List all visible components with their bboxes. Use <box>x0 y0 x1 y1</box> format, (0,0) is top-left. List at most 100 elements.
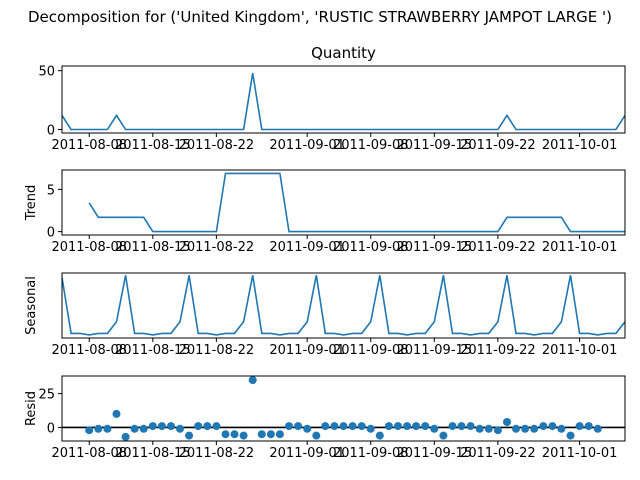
x-tick-label: 2011-08-22 <box>179 138 255 153</box>
x-tick-label: 2011-09-15 <box>397 240 473 255</box>
resid-point <box>466 422 475 431</box>
resid-point <box>239 431 248 440</box>
x-tick-label: 2011-09-01 <box>269 240 345 255</box>
x-tick-label: 2011-10-01 <box>542 446 618 461</box>
resid-point <box>439 431 448 440</box>
y-tick-label: 0 <box>47 421 55 436</box>
resid-point <box>203 422 212 431</box>
x-tick-label: 2011-09-01 <box>269 446 345 461</box>
resid-point <box>503 418 511 426</box>
series-line <box>88 172 625 233</box>
x-tick-label: 2011-09-08 <box>333 138 409 153</box>
resid-point <box>584 422 593 431</box>
x-tick-label: 2011-08-22 <box>179 446 255 461</box>
resid-point <box>348 422 357 431</box>
series-line <box>62 275 625 336</box>
y-tick-label: 0 <box>47 123 55 138</box>
x-tick-label: 2011-09-22 <box>460 138 536 153</box>
x-tick-label: 2011-10-01 <box>542 138 618 153</box>
resid-point <box>430 424 439 433</box>
resid-point <box>194 422 203 431</box>
x-tick-label: 2011-08-15 <box>115 240 191 255</box>
resid-point <box>212 422 221 431</box>
resid-point <box>185 431 194 440</box>
resid-point <box>421 422 430 431</box>
x-tick-label: 2011-10-01 <box>542 240 618 255</box>
resid-point <box>148 422 157 431</box>
resid-point <box>575 422 584 431</box>
resid-point <box>303 424 312 433</box>
resid-point <box>176 424 184 433</box>
x-tick-label: 2011-08-22 <box>179 240 255 255</box>
axes-frame <box>61 272 626 339</box>
x-tick-label: 2011-09-08 <box>333 446 409 461</box>
resid-point <box>493 426 502 435</box>
resid-point <box>157 422 166 431</box>
resid-point <box>375 431 384 440</box>
resid-point <box>339 422 348 431</box>
resid-point <box>557 424 566 433</box>
x-tick-label: 2011-08-08 <box>51 446 127 461</box>
resid-point <box>167 422 175 431</box>
x-tick-label: 2011-09-01 <box>269 343 345 358</box>
y-axis-label: Trend <box>24 185 39 222</box>
axes-frame <box>61 169 626 236</box>
x-tick-label: 2011-09-08 <box>333 240 409 255</box>
resid-point <box>275 430 284 439</box>
resid-point <box>448 422 457 431</box>
y-tick-label: 0 <box>47 226 55 241</box>
resid-point <box>85 426 94 435</box>
x-tick-label: 2011-08-08 <box>51 138 127 153</box>
y-axis-label: Seasonal <box>24 276 39 335</box>
resid-point <box>257 430 266 439</box>
resid-point <box>221 430 230 439</box>
resid-point <box>121 432 130 441</box>
resid-point <box>593 424 602 433</box>
series-line <box>62 72 625 131</box>
resid-point <box>285 422 293 431</box>
y-tick-label: 5 <box>47 183 55 198</box>
data-layer <box>62 72 625 131</box>
resid-point <box>412 422 421 431</box>
resid-point <box>103 424 112 433</box>
figure-title: Decomposition for ('United Kingdom', 'RU… <box>28 8 612 26</box>
x-tick-label: 2011-09-22 <box>460 240 536 255</box>
resid-point <box>294 422 303 431</box>
resid-point <box>357 422 366 431</box>
x-tick-label: 2011-08-15 <box>115 343 191 358</box>
resid-point <box>475 424 484 433</box>
x-tick-label: 2011-08-15 <box>115 446 191 461</box>
panel-title: Quantity <box>311 44 376 62</box>
data-layer <box>85 376 602 441</box>
x-tick-label: 2011-09-22 <box>460 446 536 461</box>
x-tick-label: 2011-09-15 <box>397 138 473 153</box>
axes-frame <box>61 65 626 134</box>
resid-point <box>384 422 393 431</box>
axes-frame <box>61 375 626 442</box>
resid-point <box>394 422 402 431</box>
x-tick-label: 2011-09-15 <box>397 343 473 358</box>
data-layer <box>62 275 625 336</box>
resid-point <box>548 422 557 431</box>
resid-point <box>403 422 412 431</box>
resid-point <box>484 424 493 433</box>
data-layer <box>88 172 625 233</box>
resid-point <box>266 430 275 439</box>
resid-point <box>248 376 257 385</box>
resid-point <box>566 431 575 440</box>
x-tick-label: 2011-10-01 <box>542 343 618 358</box>
resid-point <box>112 409 121 418</box>
resid-point <box>366 424 375 433</box>
x-tick-label: 2011-09-08 <box>333 343 409 358</box>
x-tick-label: 2011-08-22 <box>179 343 255 358</box>
resid-point <box>321 422 330 431</box>
y-axis-label: Resid <box>24 391 39 426</box>
x-tick-label: 2011-08-08 <box>51 343 127 358</box>
resid-point <box>312 431 321 440</box>
